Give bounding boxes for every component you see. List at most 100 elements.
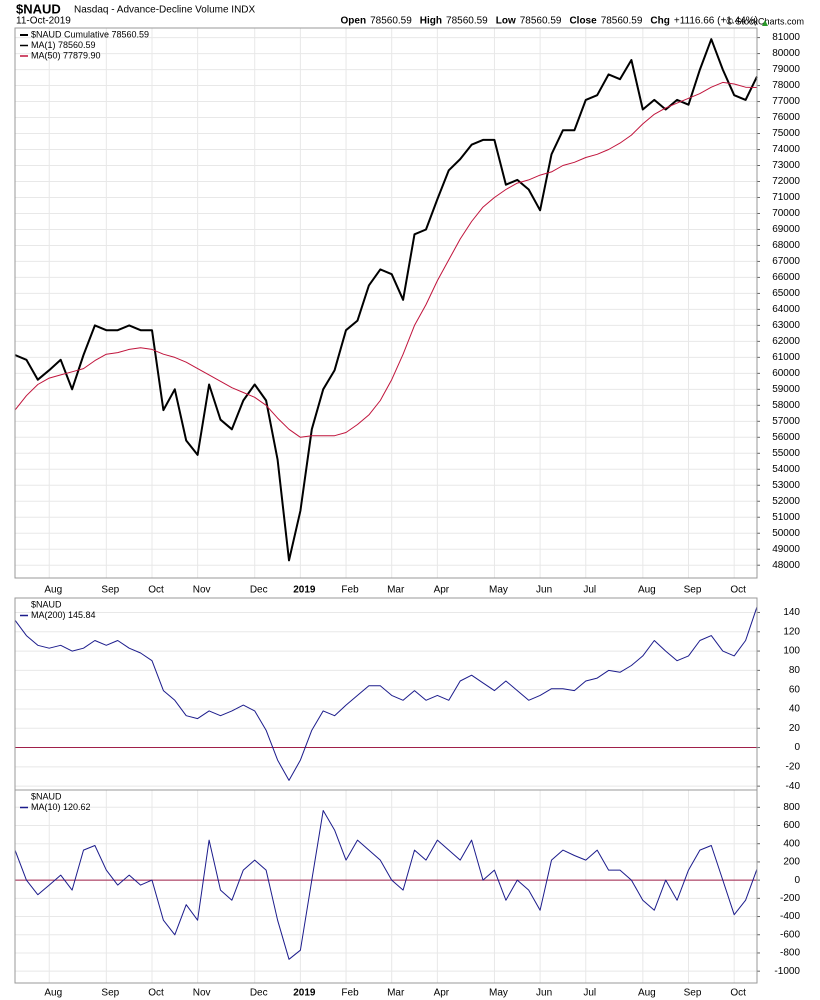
legend-title: $NAUD [31,599,62,609]
x-tick-label: Jul [583,988,596,999]
legend-title: $NAUD [31,791,62,801]
y-tick-label: 75000 [772,128,800,139]
quote-label: Close [569,16,597,27]
series-line [14,38,758,562]
x-tick-label: Feb [341,585,359,596]
up-arrow [762,20,768,26]
y-tick-label: 48000 [772,560,800,571]
y-tick-label: -800 [780,948,800,959]
x-tick-label: Apr [434,988,450,999]
legend-title: $NAUD Cumulative 78560.59 [31,29,149,39]
x-tick-label: Aug [44,585,62,596]
x-tick-label: Sep [684,988,702,999]
y-tick-label: 76000 [772,112,800,123]
x-tick-label: Feb [341,988,359,999]
quote-value: 78560.59 [601,16,643,27]
x-tick-label: May [489,585,508,596]
x-tick-label: Oct [730,988,746,999]
y-tick-label: 57000 [772,416,800,427]
legend-entry: MA(50) 77879.90 [31,50,101,60]
x-tick-label: Aug [638,988,656,999]
y-tick-label: 120 [783,626,800,637]
y-tick-label: 140 [783,607,800,618]
x-tick-label: Oct [148,585,164,596]
y-tick-label: 100 [783,646,800,657]
y-tick-label: 200 [783,857,800,868]
y-tick-label: -20 [786,761,801,772]
x-tick-label: Apr [434,585,450,596]
x-tick-label: Oct [730,585,746,596]
panel-border [14,789,758,984]
y-tick-label: -40 [786,781,801,792]
y-tick-label: 62000 [772,336,800,347]
y-tick-label: 77000 [772,96,800,107]
y-tick-label: 800 [783,802,800,813]
y-tick-label: 72000 [772,176,800,187]
x-tick-label: Jun [536,988,552,999]
y-tick-label: 79000 [772,64,800,75]
quote-value: 78560.59 [520,16,562,27]
x-tick-label: 2019 [293,585,316,596]
y-tick-label: 52000 [772,496,800,507]
x-tick-label: 2019 [293,988,316,999]
y-tick-label: 0 [794,875,800,886]
y-tick-label: 67000 [772,256,800,267]
x-tick-label: Oct [148,988,164,999]
x-tick-label: Nov [193,988,211,999]
y-tick-label: 59000 [772,384,800,395]
quote-label: Open [341,16,367,27]
instrument-name: Nasdaq - Advance-Decline Volume INDX [74,5,256,16]
y-tick-label: -400 [780,911,800,922]
panel-border [14,597,758,791]
x-tick-label: Jun [536,585,552,596]
x-tick-label: Aug [44,988,62,999]
y-tick-label: 49000 [772,544,800,555]
x-tick-label: Nov [193,585,211,596]
y-tick-label: 20 [789,723,801,734]
y-tick-label: 400 [783,838,800,849]
y-tick-label: 69000 [772,224,800,235]
quote-value: +1116.66 (+1.44%) [674,16,758,27]
y-tick-label: 66000 [772,272,800,283]
x-tick-label: Sep [101,988,119,999]
quote-value: 78560.59 [446,16,488,27]
x-tick-label: Sep [684,585,702,596]
y-tick-label: 74000 [772,144,800,155]
y-tick-label: 58000 [772,400,800,411]
y-tick-label: 0 [794,742,800,753]
series-line [14,810,758,960]
y-tick-label: 68000 [772,240,800,251]
series-line [14,606,758,781]
y-tick-label: 56000 [772,432,800,443]
x-tick-label: Jul [583,585,596,596]
y-tick-label: 53000 [772,480,800,491]
y-tick-label: 54000 [772,464,800,475]
date: 11-Oct-2019 [16,16,71,27]
y-tick-label: 60 [789,684,801,695]
y-tick-label: 78000 [772,80,800,91]
y-tick-label: -600 [780,929,800,940]
y-tick-label: 55000 [772,448,800,459]
legend-entry: MA(200) 145.84 [31,610,96,620]
x-tick-label: May [489,988,508,999]
y-tick-label: 71000 [772,192,800,203]
panel-border [14,27,758,579]
series-line [14,81,758,438]
y-tick-label: 65000 [772,288,800,299]
y-tick-label: 80000 [772,48,800,59]
legend-entry: MA(1) 78560.59 [31,40,96,50]
y-tick-label: 70000 [772,208,800,219]
y-tick-label: 61000 [772,352,800,363]
y-tick-label: 64000 [772,304,800,315]
quote-value: 78560.59 [370,16,412,27]
quote-label: Low [496,16,516,27]
y-tick-label: 73000 [772,160,800,171]
legend-entry: MA(10) 120.62 [31,802,91,812]
y-tick-label: -1000 [774,966,800,977]
x-tick-label: Mar [387,988,405,999]
x-tick-label: Mar [387,585,405,596]
x-tick-label: Aug [638,585,656,596]
y-tick-label: 80 [789,665,801,676]
quote-label: Chg [650,16,669,27]
y-tick-label: 81000 [772,32,800,43]
